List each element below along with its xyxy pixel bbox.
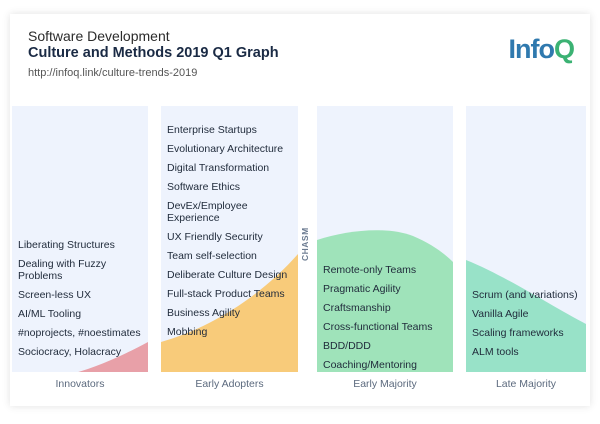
graph-title: Culture and Methods 2019 Q1 Graph [28, 45, 279, 61]
late-majority-curve [466, 260, 586, 396]
innovators-items: Liberating Structures Dealing with Fuzzy… [18, 239, 144, 365]
logo-part-q: Q [553, 34, 575, 64]
early-adopters-curve [161, 254, 298, 396]
column-label-late-majority: Late Majority [466, 372, 586, 396]
list-item: Coaching/Mentoring [323, 359, 417, 371]
list-item: Software Ethics [167, 181, 240, 193]
late-majority-curve-svg [466, 260, 586, 396]
list-item: Full-stack Product Teams [167, 288, 285, 300]
early-majority-items: Remote-only Teams Pragmatic Agility Craf… [323, 264, 449, 378]
list-item: BDD/DDD [323, 340, 371, 352]
early-adopters-curve-svg [161, 254, 298, 396]
early-adopters-items: Enterprise Startups Evolutionary Archite… [167, 124, 294, 345]
column-label-early-adopters: Early Adopters [161, 372, 298, 396]
logo-part-info: Info [508, 34, 555, 64]
infoq-logo: InfoQ [508, 34, 576, 65]
list-item: Vanilla Agile [472, 308, 529, 320]
list-item: Craftsmanship [323, 302, 391, 314]
list-item: Enterprise Startups [167, 124, 257, 136]
list-item: UX Friendly Security [167, 231, 263, 243]
graph-url[interactable]: http://infoq.link/culture-trends-2019 [28, 67, 198, 79]
list-item: Dealing with Fuzzy Problems [18, 258, 107, 282]
column-early-majority: Remote-only Teams Pragmatic Agility Craf… [317, 106, 453, 396]
list-item: Pragmatic Agility [323, 283, 401, 295]
list-item: Mobbing [167, 326, 208, 338]
list-item: Scrum (and variations) [472, 289, 578, 301]
header: Software Development Culture and Methods… [28, 28, 279, 79]
list-item: Sociocracy, Holacracy [18, 346, 122, 358]
graph-card: Software Development Culture and Methods… [10, 14, 590, 406]
list-item: DevEx/Employee Experience [167, 200, 248, 224]
list-item: Remote-only Teams [323, 264, 417, 276]
list-item: Deliberate Culture Design [167, 269, 288, 281]
list-item: Business Agility [167, 307, 240, 319]
early-majority-curve-svg [317, 230, 453, 396]
list-item: ALM tools [472, 346, 519, 358]
list-item: #noprojects, #noestimates [18, 327, 141, 339]
list-item: Screen-less UX [18, 289, 91, 301]
chasm-label: CHASM [300, 227, 310, 261]
list-item: Digital Transformation [167, 162, 270, 174]
column-late-majority: Scrum (and variations) Vanilla Agile Sca… [466, 106, 586, 396]
list-item: Cross-functional Teams [323, 321, 433, 333]
column-label-innovators: Innovators [12, 372, 148, 396]
late-majority-items: Scrum (and variations) Vanilla Agile Sca… [472, 289, 582, 365]
list-item: Evolutionary Architecture [167, 143, 284, 155]
list-item: Liberating Structures [18, 239, 115, 251]
list-item: Scaling frameworks [472, 327, 564, 339]
column-label-early-majority: Early Majority [317, 372, 453, 396]
list-item: Team self-selection [167, 250, 257, 262]
list-item: AI/ML Tooling [18, 308, 82, 320]
early-majority-curve [317, 230, 453, 396]
column-early-adopters: Enterprise Startups Evolutionary Archite… [161, 106, 298, 396]
column-innovators: Liberating Structures Dealing with Fuzzy… [12, 106, 148, 396]
graph-subtitle: Software Development [28, 28, 170, 44]
